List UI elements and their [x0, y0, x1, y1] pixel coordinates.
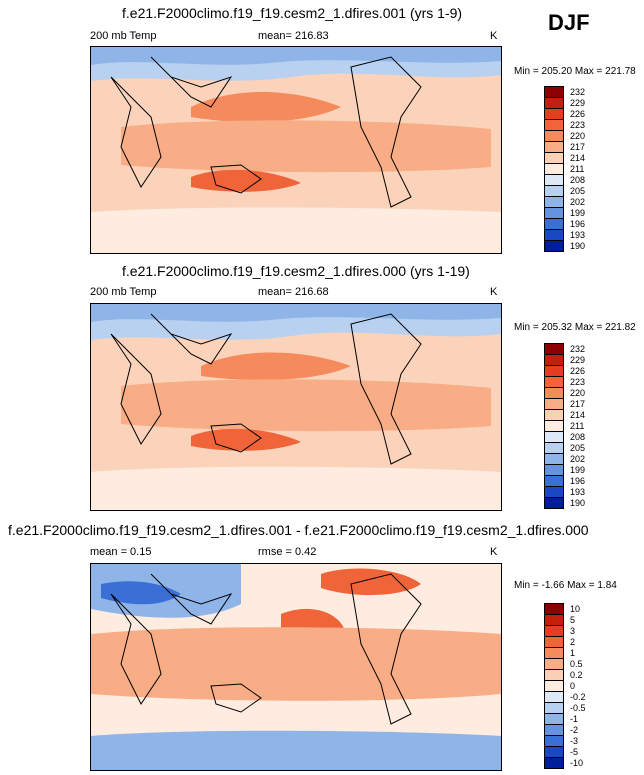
- coastline: [150, 313, 233, 365]
- coastline-australia: [210, 423, 262, 453]
- colorbar-tick-label: -0.2: [570, 692, 586, 702]
- colorbar-tick-label: 205: [570, 186, 586, 196]
- colorbar-tick-label: 193: [570, 230, 586, 240]
- colorbar-tick-label: 217: [570, 142, 586, 152]
- cold-anomaly-south: [91, 730, 501, 770]
- coastline-australia: [210, 683, 262, 713]
- panel-3-title: f.e21.F2000climo.f19_f19.cesm2_1.dfires.…: [8, 522, 589, 538]
- panel-1-colorbar: 232 229 226 223 220 217 214 211 208 205 202 199 196 1…: [544, 86, 604, 252]
- colorbar-tick-label: 208: [570, 175, 586, 185]
- colorbar-tick-label: 196: [570, 219, 586, 229]
- coastline-africa: [110, 333, 162, 445]
- panel-2-map: [90, 303, 502, 511]
- colorbar-tick-label: 226: [570, 109, 586, 119]
- colorbar-tick-label: -1: [570, 714, 579, 724]
- panel-3-units: K: [490, 546, 498, 558]
- colorbar-tick-label: 190: [570, 498, 586, 508]
- colorbar-tick-label: 1: [570, 648, 576, 658]
- southern-cool-band: [91, 207, 501, 253]
- coastline-africa: [110, 76, 162, 188]
- warm-anomaly-arctic: [321, 568, 421, 596]
- panel-3-map: [90, 563, 502, 771]
- season-label: DJF: [548, 10, 590, 35]
- colorbar-tick-label: 193: [570, 487, 586, 497]
- coastline-australia: [210, 164, 262, 194]
- colorbar-tick-label: 223: [570, 120, 586, 130]
- colorbar-tick-label: -3: [570, 736, 579, 746]
- warm-region-tropics: [121, 120, 491, 173]
- colorbar-tick-label: -10: [570, 758, 584, 768]
- colorbar-swatch: [544, 497, 564, 509]
- polar-colder-band: [91, 304, 501, 322]
- colorbar-tick-label: 232: [570, 87, 586, 97]
- panel-2-units: K: [490, 286, 498, 298]
- colorbar-tick-label: 232: [570, 344, 586, 354]
- colorbar-tick-label: 223: [570, 377, 586, 387]
- coastline-americas: [350, 313, 422, 465]
- colorbar-tick-label: 0.2: [570, 670, 583, 680]
- colorbar-tick-label: 226: [570, 366, 586, 376]
- colorbar-tick-label: 208: [570, 432, 586, 442]
- colorbar-tick-label: 202: [570, 197, 586, 207]
- colorbar-tick-label: 196: [570, 476, 586, 486]
- colorbar-swatch: [544, 757, 564, 769]
- colorbar-tick-label: 202: [570, 454, 586, 464]
- southern-cool-band: [91, 466, 501, 510]
- panel-3-min-max: Min = -1.66 Max = 1.84: [514, 580, 617, 591]
- polar-colder-band: [91, 47, 501, 65]
- colorbar-tick-label: -5: [570, 747, 579, 757]
- panel-2-min-max: Min = 205.32 Max = 221.82: [514, 322, 636, 333]
- coastline-americas: [350, 56, 422, 208]
- colorbar-tick-label: -0.5: [570, 703, 586, 713]
- panel-1-mean: mean= 216.83: [258, 30, 329, 42]
- colorbar-tick-label: 229: [570, 355, 586, 365]
- panel-1-map-svg: [91, 47, 501, 253]
- colorbar-tick-label: 217: [570, 399, 586, 409]
- panel-1-title: f.e21.F2000climo.f19_f19.cesm2_1.dfires.…: [122, 5, 463, 21]
- colorbar-tick-label: 199: [570, 208, 586, 218]
- colorbar-tick-label: 211: [570, 421, 585, 431]
- colorbar-tick-label: 199: [570, 465, 586, 475]
- colorbar-tick-label: 220: [570, 388, 586, 398]
- warm-region-pacific: [191, 92, 341, 123]
- colorbar-tick-label: 229: [570, 98, 586, 108]
- colorbar-tick-label: 3: [570, 626, 576, 636]
- colorbar-tick-label: 10: [570, 604, 581, 614]
- coastline-africa: [110, 593, 162, 705]
- panel-1-units: K: [490, 30, 498, 42]
- panel-2-variable: 200 mb Temp: [90, 286, 157, 298]
- panel-2-colorbar: 232 229 226 223 220 217 214 211 208 205 202 199 196 1…: [544, 343, 604, 509]
- panel-3-rmse: rmse = 0.42: [258, 546, 317, 558]
- coastline: [150, 573, 233, 625]
- strong-cold-anomaly: [101, 581, 181, 605]
- colorbar-tick-label: -2: [570, 725, 579, 735]
- colorbar-tick-label: 220: [570, 131, 586, 141]
- panel-2-mean: mean= 216.68: [258, 286, 329, 298]
- panel-3-map-svg: [91, 564, 501, 770]
- panel-2-title: f.e21.F2000climo.f19_f19.cesm2_1.dfires.…: [122, 263, 470, 279]
- colorbar-tick-label: 0.5: [570, 659, 583, 669]
- colorbar-tick-label: 211: [570, 164, 585, 174]
- panel-1-map: [90, 46, 502, 254]
- colorbar-tick-label: 2: [570, 637, 576, 647]
- panel-3-colorbar: 10 5 3 2 1 0.5 0.2 0 -0.2 -0.5 -1 -2 -3 -5 -10: [544, 603, 604, 769]
- colorbar-tick-label: 0: [570, 681, 576, 691]
- colorbar-swatch: [544, 240, 564, 252]
- warm-region-tropics: [121, 379, 491, 432]
- colorbar-tick-label: 214: [570, 153, 586, 163]
- colorbar-tick-label: 190: [570, 241, 586, 251]
- panel-2-map-svg: [91, 304, 501, 510]
- colorbar-tick-label: 205: [570, 443, 586, 453]
- panel-3-mean: mean = 0.15: [90, 546, 152, 558]
- colorbar-tick-label: 5: [570, 615, 576, 625]
- coastline-americas: [350, 573, 422, 725]
- panel-1-variable: 200 mb Temp: [90, 30, 157, 42]
- warm-region-pacific: [201, 352, 351, 381]
- panel-1-min-max: Min = 205.20 Max = 221.78: [514, 66, 636, 77]
- colorbar-tick-label: 214: [570, 410, 586, 420]
- coastline: [150, 56, 233, 108]
